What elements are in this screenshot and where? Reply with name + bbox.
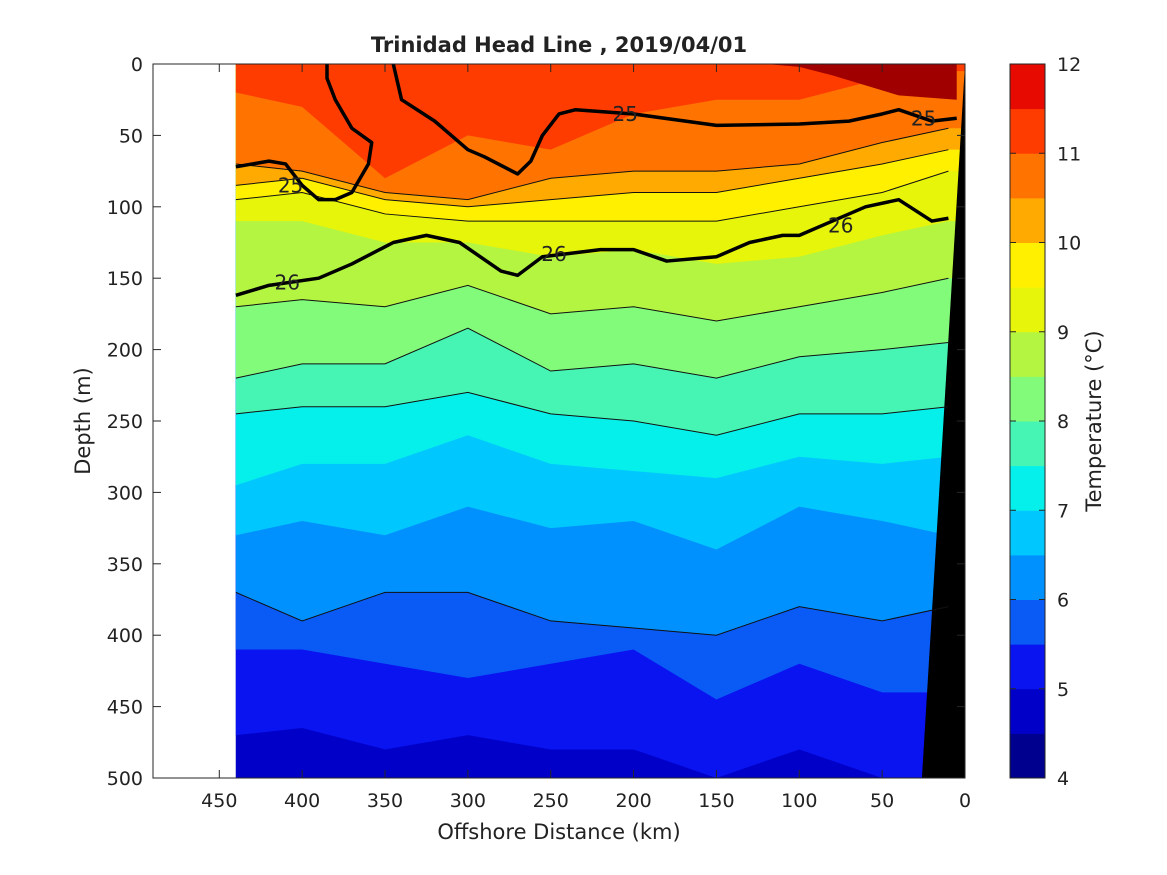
y-tick-label: 400 [107,625,143,647]
x-tick-label: 400 [284,790,320,812]
y-tick-label: 450 [107,697,143,719]
x-tick-label: 450 [201,790,237,812]
colorbar-swatch [1010,644,1045,690]
colorbar-swatch [1010,510,1045,556]
colorbar-swatch [1010,421,1045,467]
colorbar-swatch [1010,242,1045,288]
colorbar-tick-label: 6 [1057,590,1069,612]
isotherm-line [235,127,949,201]
x-tick-label: 200 [615,790,651,812]
x-tick-label: 150 [698,790,734,812]
contour-label: 26 [275,270,300,294]
x-axis-label: Offshore Distance (km) [437,820,680,844]
isotherm-line [235,277,949,322]
colorbar-swatch [1010,331,1045,377]
colorbar-swatch [1010,465,1045,511]
density-contour-25 [391,64,957,176]
land-mask [921,64,965,778]
colorbar-swatch [1010,197,1045,243]
colorbar-swatch [1010,376,1045,422]
isotherm-line [235,327,949,379]
contour-labels: 25 25 25 26 26 26 [275,102,937,295]
y-axis-label: Depth (m) [71,367,95,474]
colorbar-tick-label: 12 [1057,54,1081,76]
isotherm-line [235,391,949,436]
colorbar-swatch [1010,153,1045,199]
colorbar: 4 5 6 7 8 9 10 11 12 [1009,54,1081,790]
colorbar-tick-label: 7 [1057,500,1069,522]
temperature-band-11.5 [236,59,965,64]
y-tick-label: 150 [107,268,143,290]
temperature-band-12 [766,64,957,100]
y-tick-label: 350 [107,554,143,576]
y-tick-label: 300 [107,482,143,504]
x-tick-label: 100 [781,790,817,812]
density-contour-26 [235,197,949,298]
colorbar-tick-label: 11 [1057,143,1081,165]
y-tick-label: 0 [131,54,143,76]
chart-title: Trinidad Head Line , 2019/04/01 [371,33,747,57]
contour-label: 25 [613,102,638,126]
colorbar-swatch [1010,733,1045,779]
colorbar-swatch [1010,287,1045,333]
colorbar-swatch [1010,554,1045,600]
colorbar-swatch [1010,108,1045,154]
x-tick-label: 350 [367,790,403,812]
contour-label: 25 [278,173,303,197]
contour-label: 26 [541,242,566,266]
x-tick-label: 300 [450,790,486,812]
y-tick-label: 200 [107,340,143,362]
colorbar-tick-label: 10 [1057,233,1081,255]
isotherm-line [235,591,949,636]
x-tick-label: 250 [533,790,569,812]
colorbar-label: Temperature (°C) [1082,330,1106,512]
temperature-band-11 [235,64,965,179]
x-axis: 450 400 350 300 250 200 150 100 50 0 [201,64,971,812]
density-contours [235,64,957,298]
x-tick-label: 0 [959,790,971,812]
colorbar-swatch [1010,64,1045,110]
colorbar-tick-label: 9 [1057,322,1069,344]
x-tick-label: 50 [870,790,894,812]
y-axis: 0 50 100 150 200 250 300 350 400 450 500 [107,54,965,790]
y-tick-label: 500 [107,768,143,790]
colorbar-tick-label: 5 [1057,679,1069,701]
y-tick-label: 250 [107,411,143,433]
y-tick-label: 100 [107,197,143,219]
colorbar-tick-label: 8 [1057,411,1069,433]
colorbar-swatch [1010,688,1045,734]
density-contour-25 [235,64,374,202]
colorbar-swatch [1010,599,1045,645]
y-tick-label: 50 [119,125,143,147]
isotherm-line [235,149,949,208]
contour-label: 26 [828,213,853,237]
isotherm-line [235,170,949,222]
colorbar-tick-label: 4 [1057,768,1069,790]
temperature-bands [235,59,965,778]
contour-label: 25 [911,106,936,130]
thin-isotherm-lines [235,127,949,636]
